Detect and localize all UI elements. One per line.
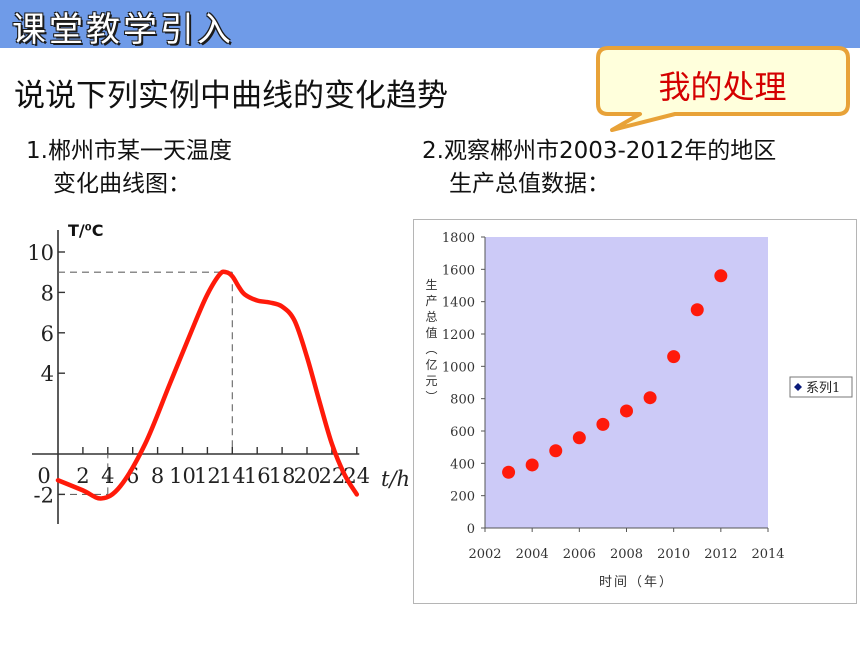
gdp-y-tick-label: 400 (450, 457, 475, 472)
temperature-x-tick-label: 10 (169, 464, 196, 488)
callout-text: 我的处理 (658, 68, 787, 106)
gdp-y-tick-label: 0 (467, 522, 475, 537)
gdp-y-tick-label: 800 (450, 393, 475, 408)
gdp-point (502, 465, 516, 479)
gdp-y-tick-label: 1200 (442, 328, 475, 343)
example-1-line-2: 变化曲线图： (53, 171, 191, 197)
example-1-caption: 1.郴州市某一天温度 变化曲线图： (26, 135, 326, 201)
temperature-y-tick-label: 8 (41, 281, 54, 305)
temperature-x-label: t/h (381, 467, 410, 491)
gdp-y-tick-label: 1800 (442, 231, 475, 246)
temperature-y-tick-label: 6 (41, 322, 54, 346)
gdp-x-tick-label: 2006 (563, 547, 596, 562)
gdp-x-tick-label: 2014 (751, 547, 784, 562)
gdp-point (620, 404, 633, 418)
temperature-curve (55, 269, 360, 501)
gdp-point (690, 303, 704, 317)
example-2-line-1: 2.观察郴州市2003-2012年的地区 (422, 138, 777, 164)
callout-outline (596, 46, 850, 132)
example-2-line-2: 生产总值数据： (449, 171, 610, 197)
temperature-x-tick-label: 0 (37, 464, 50, 488)
temperature-x-tick-label: 16 (244, 464, 271, 488)
temperature-x-tick-label: 2 (76, 464, 89, 488)
temperature-x-tick-label: 8 (151, 464, 164, 488)
gdp-point (572, 431, 586, 445)
gdp-y-tick-label: 1600 (442, 263, 475, 278)
callout-shape (596, 46, 850, 132)
gdp-point (667, 350, 681, 364)
callout-bubble[interactable]: 我的处理 (590, 44, 855, 144)
temperature-y-tick-label: 10 (27, 241, 54, 265)
temperature-axes (32, 230, 360, 524)
gdp-x-tick-label: 2012 (704, 547, 737, 562)
example-2-caption: 2.观察郴州市2003-2012年的地区 生产总值数据： (422, 135, 852, 201)
gdp-point (525, 458, 539, 472)
temperature-y-tick-label: -2 (34, 483, 54, 507)
gdp-legend: 系列1 (789, 376, 853, 398)
gdp-legend-box (789, 376, 853, 398)
gdp-y-tick-label: 1400 (442, 296, 475, 311)
gdp-legend-label: 系列1 (806, 381, 840, 396)
gdp-y-tick-label: 600 (450, 425, 475, 440)
gdp-chart: 0 200 400 600 800 1000 1200 1400 1600 1800 2002 200… (413, 219, 857, 604)
gdp-x-tick-label: 2002 (468, 547, 501, 562)
temperature-reference-lines (58, 271, 233, 495)
gdp-x-tick-label: 2010 (657, 547, 690, 562)
gdp-y-tick-label: 200 (450, 490, 475, 505)
gdp-y-tick-label: 1000 (442, 360, 475, 375)
gdp-point (549, 444, 563, 458)
gdp-legend-marker (794, 383, 802, 391)
gdp-point (596, 417, 610, 431)
example-1-line-1: 1.郴州市某一天温度 (26, 138, 232, 164)
temperature-x-tick-label: 20 (294, 464, 321, 488)
temperature-x-tick-label: 4 (101, 464, 114, 488)
gdp-point (643, 391, 657, 405)
gdp-x-label: 时间（年） (599, 575, 674, 590)
gdp-plot-area (485, 237, 768, 528)
gdp-point (714, 269, 728, 283)
title-banner: 课堂教学引入 (0, 0, 860, 50)
temperature-x-tick-label: 14 (219, 464, 246, 488)
temperature-x-tick-label: 18 (269, 464, 296, 488)
gdp-x-tick-label: 2008 (610, 547, 643, 562)
gdp-points (502, 269, 728, 479)
temperature-y-tick-label: 4 (41, 362, 54, 386)
temperature-y-label: T/⁰C (68, 221, 104, 240)
gdp-ticks: 0 200 400 600 800 1000 1200 1400 1600 1800 2002 200… (442, 231, 785, 562)
slide-subtitle: 说说下列实例中曲线的变化趋势 (14, 78, 448, 114)
banner-title: 课堂教学引入 (12, 10, 234, 50)
gdp-y-label: 生产总值（亿元） (424, 278, 438, 406)
gdp-x-tick-label: 2004 (516, 547, 549, 562)
temperature-x-tick-label: 12 (194, 464, 221, 488)
